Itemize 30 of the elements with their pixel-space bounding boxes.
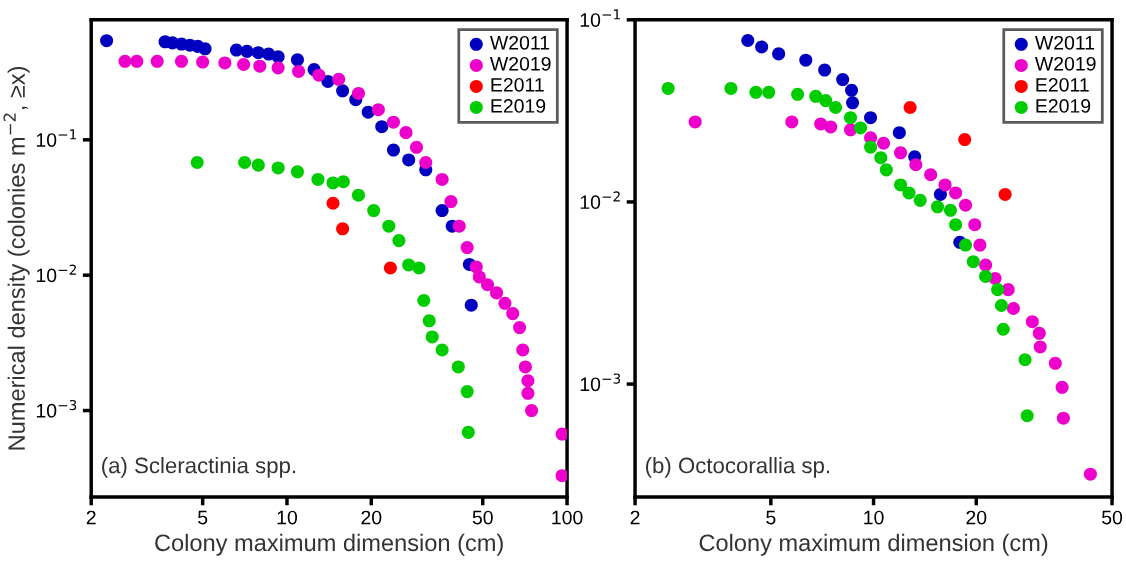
legend-label: E2019 <box>1036 99 1091 113</box>
annotation: (b) Octocorallia sp. <box>645 456 830 478</box>
x-tick-label: 2 <box>630 510 640 525</box>
y-tick-label: 10$^{−1}$ <box>36 129 77 147</box>
y-tick-label: 10$^{−2}$ <box>580 191 620 210</box>
legend-label: E2019 <box>491 99 546 113</box>
y-tick-label: 10$^{−2}$ <box>36 264 76 283</box>
x-axis-title: Colony maximum dimension (cm) <box>699 533 1048 556</box>
legend-label: W2011 <box>1034 35 1095 50</box>
y-tick-label: 10$^{−1}$ <box>580 9 620 27</box>
x-tick-label: 2 <box>86 510 96 525</box>
x-tick-label: 100 <box>552 510 583 525</box>
y-tick-label: 10$^{−3}$ <box>36 399 77 418</box>
x-tick-label: 10 <box>277 510 298 525</box>
x-tick-label: 5 <box>766 510 776 525</box>
legend-label: W2019 <box>489 56 551 71</box>
legend-label: E2011 <box>1036 77 1089 92</box>
x-tick-label: 50 <box>472 510 493 525</box>
y-tick-label: 10$^{−3}$ <box>580 373 621 392</box>
x-tick-label: 50 <box>1102 510 1123 525</box>
x-tick-label: 20 <box>966 510 987 525</box>
y-axis-title: Numerical density (colonies m$^{−2}$, ≥x) <box>3 66 30 450</box>
legend-label: W2011 <box>489 35 550 50</box>
annotation: (a) Scleractinia spp. <box>102 456 296 478</box>
legend-label: W2019 <box>1034 56 1096 71</box>
x-axis-title: Colony maximum dimension (cm) <box>155 533 503 556</box>
x-tick-label: 10 <box>864 510 884 525</box>
legend-label: E2011 <box>491 77 544 92</box>
x-tick-label: 5 <box>198 510 208 525</box>
x-tick-label: 20 <box>361 510 382 525</box>
